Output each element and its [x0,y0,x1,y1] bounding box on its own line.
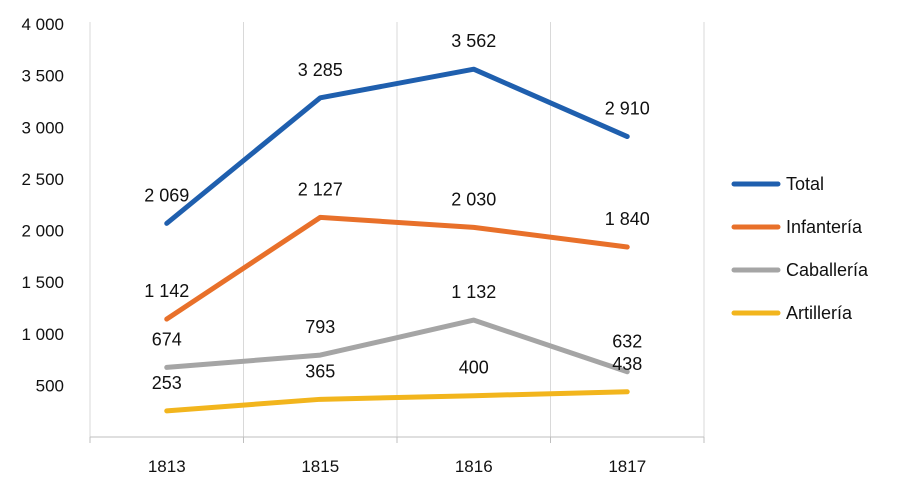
data-label: 3 562 [451,31,496,51]
series-line-artillería [164,389,630,414]
y-tick-label: 4 000 [21,15,64,34]
y-tick-label: 500 [36,376,64,395]
series-line-caballería [164,317,630,375]
data-label: 1 132 [451,282,496,302]
data-label: 365 [305,361,335,381]
x-tick-label: 1813 [148,457,186,476]
legend-label: Artillería [786,303,853,323]
x-tick-label: 1817 [608,457,646,476]
y-tick-label: 2 500 [21,170,64,189]
legend-label: Total [786,174,824,194]
y-tick-label: 1 500 [21,273,64,292]
series-line-infantería [164,214,630,322]
data-label: 438 [612,354,642,374]
data-label: 400 [459,358,489,378]
data-label: 2 910 [605,99,650,119]
data-label: 1 142 [144,281,189,301]
y-tick-label: 3 500 [21,67,64,86]
y-tick-label: 1 000 [21,325,64,344]
data-label: 1 840 [605,209,650,229]
data-label: 2 030 [451,189,496,209]
data-label: 253 [152,373,182,393]
data-label: 632 [612,332,642,352]
data-label: 3 285 [298,60,343,80]
y-tick-label: 3 000 [21,118,64,137]
legend-label: Infantería [786,217,863,237]
data-label: 2 069 [144,185,189,205]
x-tick-label: 1815 [301,457,339,476]
y-tick-label: 2 000 [21,222,64,241]
series-line-total [164,66,630,226]
legend-label: Caballería [786,260,869,280]
x-tick-label: 1816 [455,457,493,476]
data-label: 793 [305,317,335,337]
data-label: 674 [152,329,182,349]
data-label: 2 127 [298,179,343,199]
